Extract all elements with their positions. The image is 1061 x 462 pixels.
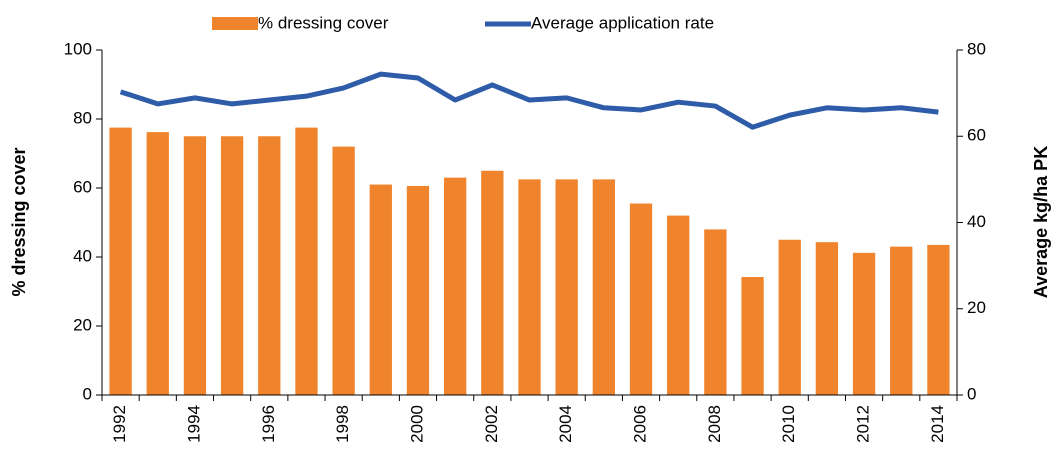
bar [369,184,392,395]
bar [518,179,541,395]
x-tick-label: 1994 [184,405,203,443]
bar [332,146,355,395]
y2-tick-label: 60 [967,126,986,145]
bar [183,136,207,395]
x-tick-label: 2014 [928,405,947,443]
y2-tick-label: 40 [967,212,986,231]
bar [220,136,244,395]
x-tick-label: 1992 [110,405,129,443]
y-tick-label: 60 [73,177,92,196]
bar [555,179,578,395]
bar [852,252,876,395]
x-tick-label: 2004 [556,405,575,443]
y-tick-label: 80 [73,108,92,127]
y-tick-label: 40 [73,246,92,265]
y-tick-label: 20 [73,315,92,334]
x-tick-label: 2012 [854,405,873,443]
x-tick-label: 1996 [259,405,278,443]
bar [704,229,727,395]
y2-tick-label: 20 [967,298,986,317]
bar [890,246,913,395]
x-tick-label: 2010 [779,405,798,443]
x-tick-label: 2006 [631,405,650,443]
legend-swatch [212,17,258,30]
legend-label: % dressing cover [258,13,389,32]
y-axis-title: % dressing cover [9,147,29,296]
y-tick-label: 0 [83,384,92,403]
y-tick-label: 100 [64,39,92,58]
bar [667,215,690,395]
bar [629,203,653,395]
bar [146,132,169,396]
bar [295,127,318,395]
x-tick-label: 1998 [333,405,352,443]
y2-tick-label: 80 [967,39,986,58]
bar [815,242,839,395]
bar [927,244,950,395]
x-tick-label: 2002 [482,405,501,443]
bar [258,136,281,395]
bar [109,127,132,395]
bar [592,179,615,395]
bar [778,239,801,395]
y2-tick-label: 0 [967,384,976,403]
bar [741,277,764,395]
x-tick-label: 2008 [705,405,724,443]
bar [444,177,467,395]
bar [481,170,504,395]
y2-axis-title: Average kg/ha PK [1031,146,1051,298]
line [119,71,939,130]
x-tick-label: 2000 [407,405,426,443]
legend-label: Average application rate [531,13,714,32]
bar [406,185,430,395]
